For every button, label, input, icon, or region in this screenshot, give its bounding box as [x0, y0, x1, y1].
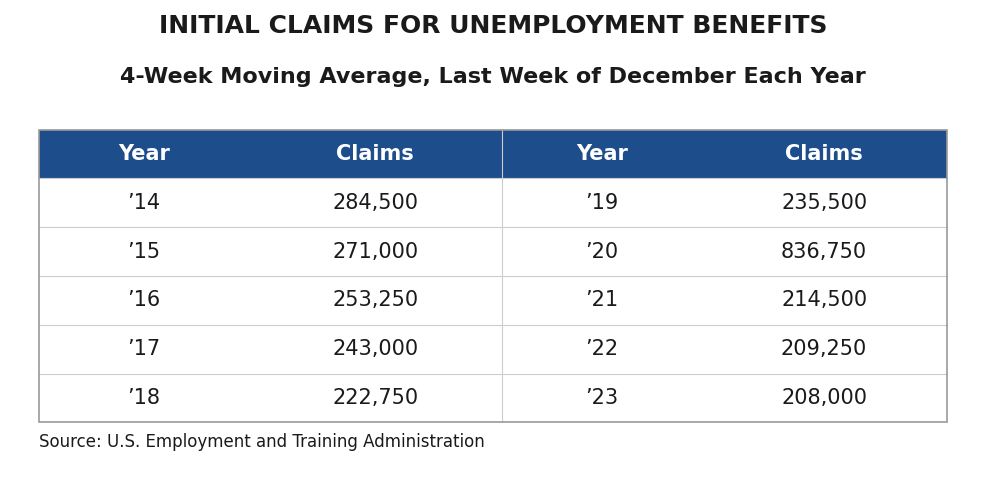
Text: ’17: ’17	[127, 339, 161, 359]
Text: 284,500: 284,500	[332, 193, 418, 213]
Text: Claims: Claims	[785, 144, 863, 164]
Text: 235,500: 235,500	[781, 193, 867, 213]
Text: 243,000: 243,000	[332, 339, 418, 359]
Text: 208,000: 208,000	[781, 388, 867, 408]
Text: ’15: ’15	[127, 241, 161, 262]
Text: 209,250: 209,250	[781, 339, 868, 359]
Text: ’21: ’21	[586, 290, 618, 311]
Text: ’20: ’20	[586, 241, 618, 262]
Text: ’18: ’18	[127, 388, 161, 408]
Text: ’23: ’23	[586, 388, 618, 408]
Text: Year: Year	[576, 144, 628, 164]
Text: 253,250: 253,250	[332, 290, 418, 311]
Text: INITIAL CLAIMS FOR UNEMPLOYMENT BENEFITS: INITIAL CLAIMS FOR UNEMPLOYMENT BENEFITS	[159, 14, 827, 38]
Text: 222,750: 222,750	[332, 388, 418, 408]
Text: 836,750: 836,750	[781, 241, 867, 262]
Text: Year: Year	[117, 144, 170, 164]
Text: ’14: ’14	[127, 193, 161, 213]
Text: Claims: Claims	[336, 144, 414, 164]
Text: 4-Week Moving Average, Last Week of December Each Year: 4-Week Moving Average, Last Week of Dece…	[120, 67, 866, 87]
Text: ’19: ’19	[586, 193, 618, 213]
Text: ’22: ’22	[586, 339, 618, 359]
Text: 271,000: 271,000	[332, 241, 418, 262]
Text: Source: U.S. Employment and Training Administration: Source: U.S. Employment and Training Adm…	[39, 433, 485, 451]
Text: ’16: ’16	[127, 290, 161, 311]
Text: 214,500: 214,500	[781, 290, 867, 311]
